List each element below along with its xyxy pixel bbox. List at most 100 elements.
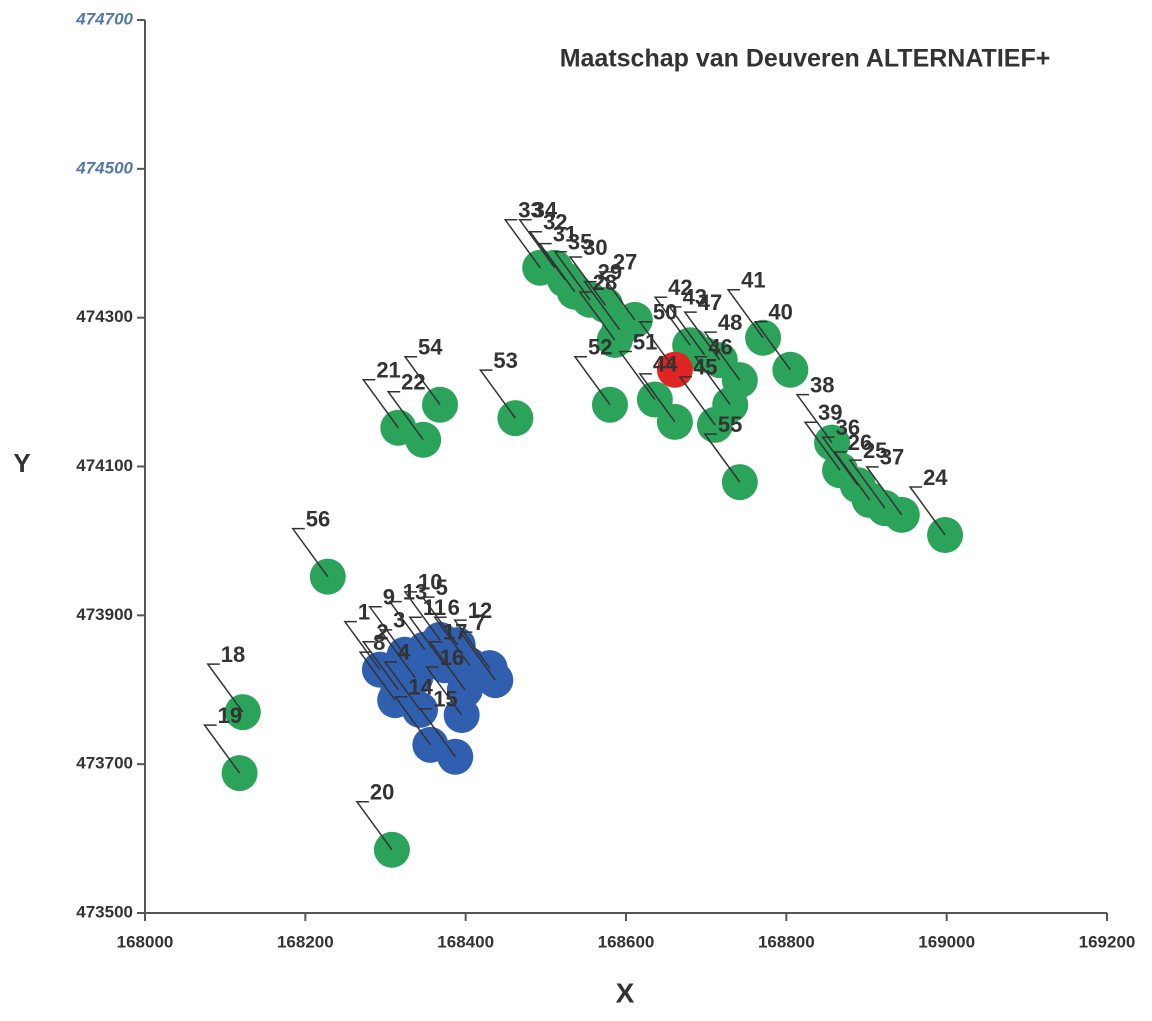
point-label: 28 <box>593 270 617 295</box>
leader-line <box>206 663 244 713</box>
leader-line <box>528 230 566 281</box>
point-label: 10 <box>418 570 442 595</box>
x-tick-label: 168400 <box>437 932 494 951</box>
leader-line <box>343 620 381 671</box>
leader-line <box>821 436 859 486</box>
point-label: 17 <box>443 620 467 645</box>
point-label: 1 <box>358 599 370 624</box>
point-label: 53 <box>493 348 517 373</box>
leader-line <box>388 600 426 651</box>
point <box>477 662 514 699</box>
leader-line <box>458 631 496 681</box>
point-label: 21 <box>376 358 400 383</box>
point-label: 32 <box>543 210 567 235</box>
point-label: 6 <box>448 595 460 620</box>
point-label: 50 <box>653 300 677 325</box>
point-label: 26 <box>848 430 872 455</box>
leader-line <box>393 696 431 746</box>
point-label: 52 <box>588 335 612 360</box>
point-label: 43 <box>683 285 707 310</box>
point-label: 38 <box>810 372 834 397</box>
leader-line <box>203 724 241 774</box>
point-label: 34 <box>533 198 558 223</box>
x-tick-label: 168800 <box>758 932 815 951</box>
point-label: 56 <box>306 506 330 531</box>
point-label: 24 <box>923 465 948 490</box>
point-label: 25 <box>863 438 887 463</box>
leader-line <box>361 379 399 429</box>
point-label: 40 <box>768 300 792 325</box>
point-label: 12 <box>468 598 492 623</box>
y-tick-label: 473700 <box>76 754 133 773</box>
y-tick-label: 473500 <box>76 902 133 921</box>
leader-line <box>795 393 833 444</box>
point-label: 44 <box>653 352 678 377</box>
chart-title: Maatschap van Deuveren ALTERNATIEF+ <box>560 45 1051 73</box>
point-label: 29 <box>598 259 622 284</box>
point-label: 41 <box>741 268 765 293</box>
x-tick-label: 168200 <box>277 932 334 951</box>
leader-line <box>683 311 721 361</box>
point-label: 20 <box>370 780 394 805</box>
point <box>224 694 261 731</box>
leader-line <box>403 355 441 406</box>
leader-line <box>668 306 706 356</box>
leader-line <box>453 619 491 669</box>
point-label: 22 <box>401 370 425 395</box>
point-label: 18 <box>221 642 245 667</box>
point-label: 5 <box>436 575 448 600</box>
leader-line <box>678 376 716 426</box>
x-tick-label: 168600 <box>598 932 655 951</box>
x-tick-label: 168000 <box>117 932 174 951</box>
leader-line <box>408 616 446 666</box>
point-label: 55 <box>718 412 742 437</box>
point-label: 15 <box>433 687 457 712</box>
leader-line <box>865 466 903 516</box>
leader-line <box>848 459 886 509</box>
y-tick-label: 474500 <box>75 158 133 177</box>
leader-line <box>291 527 329 578</box>
leader-line <box>368 606 406 656</box>
leader-line <box>598 271 636 321</box>
point-label: 33 <box>518 198 542 223</box>
y-tick-label: 474100 <box>76 456 133 475</box>
leader-line <box>433 616 471 666</box>
y-tick-label: 474700 <box>75 9 133 28</box>
leader-line <box>355 800 393 851</box>
leader-line <box>753 321 791 371</box>
leader-line <box>428 641 466 691</box>
leader-line <box>418 707 456 758</box>
point-label: 7 <box>473 610 485 635</box>
point-label: 4 <box>398 640 411 665</box>
leader-line <box>703 331 741 381</box>
leader-line <box>638 321 676 371</box>
point-label: 36 <box>836 415 860 440</box>
leader-line <box>386 390 424 441</box>
point-label: 35 <box>568 230 592 255</box>
leader-line <box>726 289 764 339</box>
point-label: 27 <box>613 250 637 275</box>
point-label: 37 <box>880 445 904 470</box>
leader-line <box>578 291 616 341</box>
point-label: 3 <box>393 608 405 633</box>
leader-line <box>383 661 421 711</box>
leader-line <box>803 421 841 471</box>
x-tick-label: 169000 <box>918 932 975 951</box>
leader-line <box>378 629 416 679</box>
point-label: 46 <box>708 335 732 360</box>
x-tick-label: 169200 <box>1079 932 1136 951</box>
leader-line <box>833 451 871 501</box>
point-label: 42 <box>668 275 692 300</box>
leader-line <box>908 486 946 536</box>
leader-line <box>653 296 691 346</box>
leader-line <box>478 369 516 419</box>
point-label: 39 <box>818 400 842 425</box>
point-label: 31 <box>553 221 577 246</box>
leader-line <box>553 251 591 301</box>
point-label: 19 <box>218 703 242 728</box>
leader-line <box>538 242 576 293</box>
point-label: 11 <box>423 595 446 620</box>
leader-line <box>503 219 541 269</box>
leader-line <box>568 256 606 306</box>
